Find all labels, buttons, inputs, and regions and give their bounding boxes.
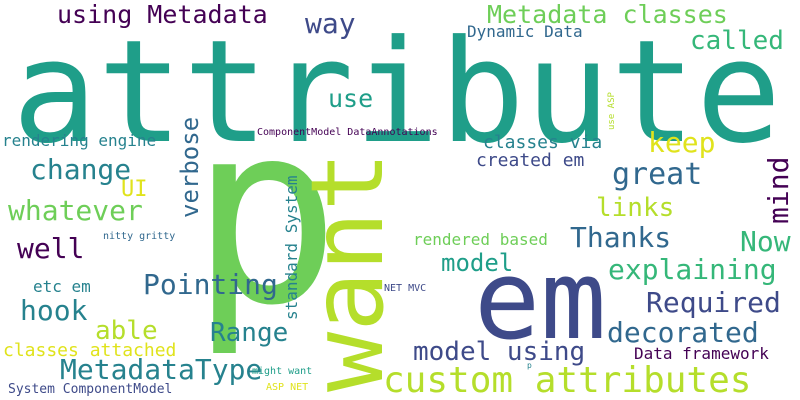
- word-net-mvc: NET MVC: [384, 283, 427, 294]
- word-mind: mind: [762, 156, 795, 224]
- word-whatever: whatever: [8, 194, 143, 227]
- word-might-want: might want: [252, 366, 313, 377]
- word-way: way: [305, 7, 356, 40]
- word-links: links: [596, 193, 675, 223]
- word-rendering-engine: rendering engine: [2, 131, 157, 150]
- word-decorated: decorated: [607, 316, 759, 349]
- word-metadata-classes: Metadata classes: [487, 0, 728, 29]
- word-p: p: [190, 69, 341, 360]
- word-em: em: [474, 236, 607, 364]
- word-p-small: p: [527, 361, 532, 370]
- word-pointing: Pointing: [143, 268, 278, 301]
- word-standard-system: standard System: [282, 175, 301, 321]
- word-required: Required: [646, 286, 781, 319]
- word-now: Now: [740, 225, 791, 258]
- word-system-componentmodel: System ComponentModel: [8, 382, 173, 397]
- word-created-em: created em: [476, 150, 585, 171]
- word-keep: keep: [648, 126, 716, 159]
- word-dynamic-data: Dynamic Data: [467, 22, 583, 41]
- word-want: want: [289, 151, 406, 392]
- word-data-framework: Data framework: [634, 344, 769, 363]
- word-use-asp: use ASP: [607, 92, 617, 130]
- word-classes-attached: classes attached: [3, 340, 177, 361]
- word-thanks: Thanks: [570, 221, 672, 254]
- word-able: able: [95, 316, 158, 346]
- word-custom-attributes: custom attributes: [383, 360, 752, 400]
- word-componentmodel-dataannotations: ComponentModel DataAnnotations: [257, 127, 438, 138]
- word-model-using: model using: [413, 337, 586, 367]
- word-ui: UI: [121, 177, 148, 202]
- word-rendered-based: rendered based: [413, 230, 548, 249]
- word-asp-net: ASP NET: [266, 382, 309, 393]
- word-change: change: [30, 153, 132, 186]
- word-metadatatype: MetadataType: [60, 353, 263, 386]
- word-etc-em: etc em: [33, 277, 91, 296]
- word-called: called: [690, 26, 784, 56]
- word-explaining: explaining: [608, 253, 777, 286]
- word-range: Range: [210, 318, 289, 348]
- word-classes-via: classes via: [483, 132, 603, 153]
- word-using-metadata: using Metadata: [57, 0, 268, 29]
- word-hook: hook: [20, 294, 88, 327]
- word-great: great: [612, 157, 703, 192]
- word-nitty-gritty: nitty gritty: [103, 231, 176, 242]
- word-use: use: [328, 84, 374, 113]
- word-verbose: verbose: [176, 116, 204, 218]
- word-well: well: [17, 232, 85, 265]
- word-attribute: attribute: [12, 10, 782, 175]
- word-model: model: [441, 249, 514, 277]
